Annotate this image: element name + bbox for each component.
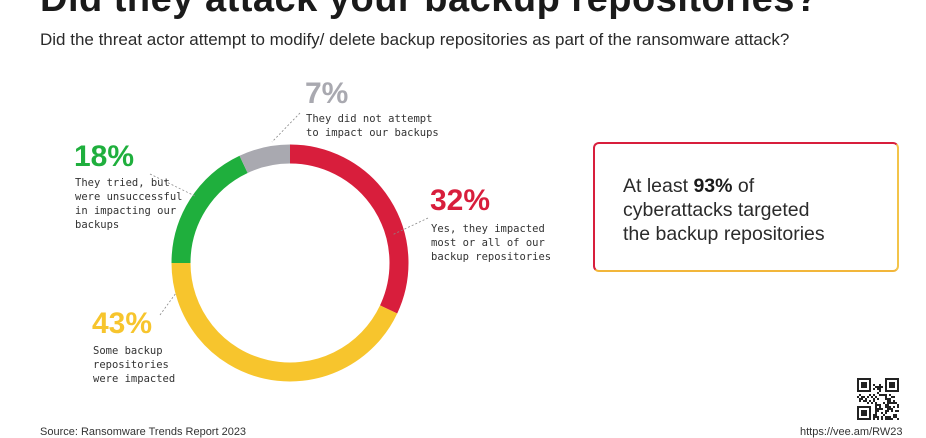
donut-slice-yellow	[171, 262, 398, 382]
yellow-desc-line: were impacted	[93, 373, 176, 385]
source-footer: Source: Ransomware Trends Report 2023	[40, 426, 247, 438]
yellow-slice-percent: 43%	[92, 307, 153, 340]
page-subtitle: Did the threat actor attempt to modify/ …	[40, 30, 790, 49]
green-slice-description: They tried, but were unsuccessful in imp…	[75, 176, 182, 232]
red-desc-line: Yes, they impacted	[431, 223, 545, 235]
callout-line2: cyberattacks targeted	[623, 199, 810, 221]
green-desc-line: They tried, but	[75, 177, 170, 189]
page-title: Did they attack your backup repositories…	[40, 0, 920, 21]
red-slice-percent: 32%	[430, 184, 491, 217]
gray-slice-description: They did not attempt to impact our backu…	[306, 112, 439, 140]
leader-gray	[271, 112, 301, 143]
red-desc-line: most or all of our	[431, 237, 545, 249]
gray-slice-percent: 7%	[305, 77, 349, 110]
url-footer[interactable]: https://vee.am/RW23	[800, 426, 903, 438]
green-desc-line: backups	[75, 219, 120, 231]
callout-highlight: 93%	[693, 175, 733, 197]
green-desc-line: were unsuccessful	[75, 191, 183, 203]
leader-red	[391, 217, 429, 236]
donut-slice-red	[289, 144, 409, 314]
qr-code-icon	[857, 378, 899, 420]
leader-yellow	[159, 292, 177, 316]
callout-prefix: At least	[623, 175, 694, 197]
yellow-slice-description: Some backup repositories were impacted	[93, 344, 175, 386]
donut-slice-green	[171, 155, 248, 264]
donut-slice-gray	[239, 144, 291, 174]
gray-desc-line: to impact our backups	[306, 127, 439, 139]
green-desc-line: in impacting our	[75, 205, 177, 217]
callout-suffix: of	[732, 175, 755, 197]
yellow-desc-line: repositories	[93, 359, 169, 371]
callout-text: At least 93% of cyberattacks targeted th…	[623, 174, 883, 246]
leader-green	[149, 173, 196, 197]
gray-desc-line: They did not attempt	[306, 113, 433, 125]
callout-line3: the backup repositories	[623, 223, 825, 245]
green-slice-percent: 18%	[74, 140, 135, 173]
yellow-desc-line: Some backup	[93, 345, 163, 357]
summary-callout: At least 93% of cyberattacks targeted th…	[593, 142, 899, 272]
red-slice-description: Yes, they impacted most or all of our ba…	[431, 222, 551, 264]
red-desc-line: backup repositories	[431, 251, 552, 263]
